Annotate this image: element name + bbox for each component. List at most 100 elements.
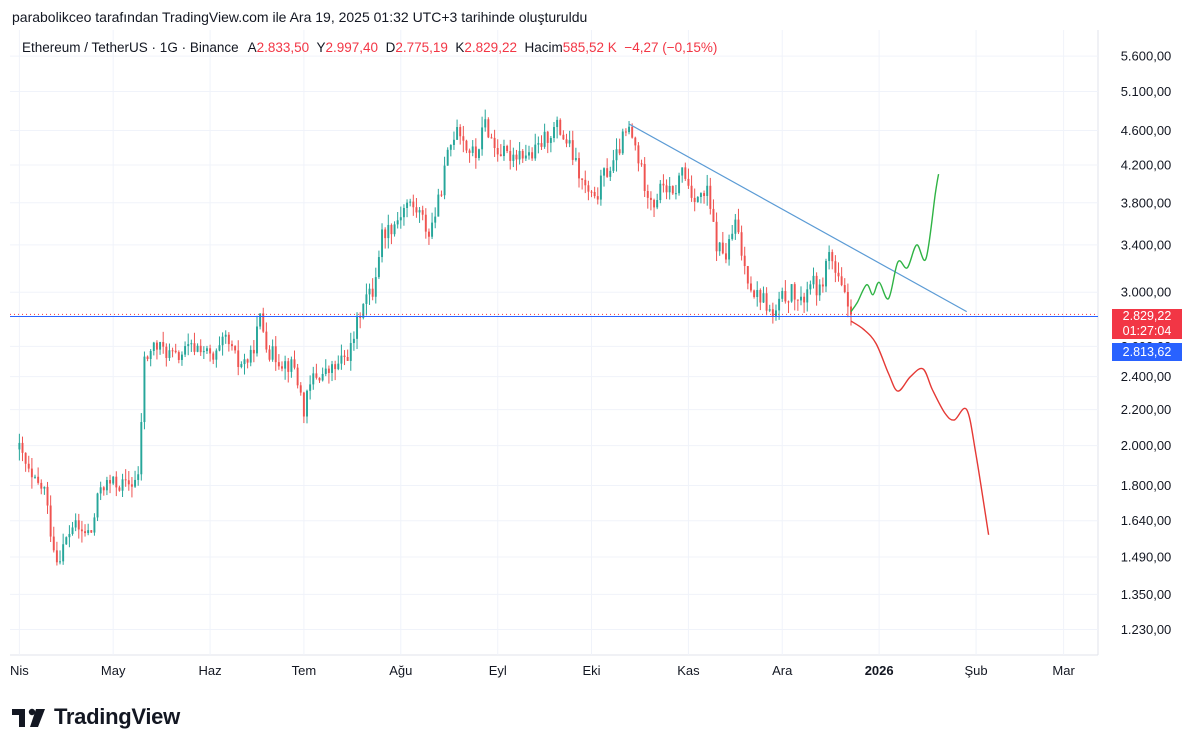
candle-body xyxy=(393,224,396,235)
candle-body xyxy=(609,170,612,177)
candle-body xyxy=(193,343,196,352)
candle-body xyxy=(396,220,399,225)
candle-body xyxy=(800,296,802,301)
candle-body xyxy=(43,486,46,489)
close-label: K xyxy=(455,40,465,55)
candle-body xyxy=(662,183,665,186)
candle-body xyxy=(584,179,587,186)
bearish-projection-path xyxy=(850,320,990,535)
candle-body xyxy=(168,350,171,358)
candle-body xyxy=(24,452,27,464)
candle-body xyxy=(312,373,315,385)
snapshot-caption: parabolikceo tarafından TradingView.com … xyxy=(12,9,588,25)
candle-body xyxy=(234,346,237,351)
candle-body xyxy=(653,199,656,208)
y-tick-label: 5.600,00 xyxy=(1121,49,1172,64)
candle-body xyxy=(674,193,677,195)
candle-body xyxy=(515,154,518,160)
candle-body xyxy=(96,493,99,518)
candle-body xyxy=(443,165,446,196)
candle-body xyxy=(202,351,205,353)
candle-body xyxy=(434,216,437,223)
candle-body xyxy=(743,255,746,267)
candle-body xyxy=(815,275,818,296)
candle-body xyxy=(334,364,337,370)
candle-body xyxy=(671,186,674,194)
candle-body xyxy=(371,288,374,297)
candle-body xyxy=(196,345,199,352)
candle-body xyxy=(837,272,840,277)
candle-body xyxy=(484,119,487,128)
candle-body xyxy=(52,536,55,551)
candle-body xyxy=(306,390,308,417)
y-tick-label: 5.100,00 xyxy=(1121,84,1172,99)
candle-body xyxy=(693,197,696,202)
countdown-value: 01:27:04 xyxy=(1122,324,1172,338)
change-value: −4,27 (−0,15%) xyxy=(624,40,718,55)
candle-body xyxy=(34,476,36,478)
candle-body xyxy=(471,146,474,153)
tradingview-brand[interactable]: TradingView xyxy=(12,704,180,730)
candle-body xyxy=(68,533,71,538)
candle-body xyxy=(762,293,765,303)
candle-body xyxy=(737,219,740,233)
candle-body xyxy=(821,284,824,287)
candle-body xyxy=(296,367,299,386)
candle-body xyxy=(109,480,112,484)
candle-body xyxy=(449,144,452,150)
candle-body xyxy=(834,261,837,273)
candle-body xyxy=(249,349,252,363)
candle-body xyxy=(581,178,584,180)
x-tick-label: Mar xyxy=(1052,663,1075,678)
candle-body xyxy=(65,537,68,545)
candle-body xyxy=(384,229,387,239)
candle-body xyxy=(127,480,130,485)
candle-body xyxy=(205,348,208,352)
candle-body xyxy=(618,149,621,154)
candle-body xyxy=(162,342,165,347)
candle-body xyxy=(537,143,540,145)
candle-body xyxy=(337,363,340,370)
candle-body xyxy=(199,345,202,353)
symbol-name[interactable]: Ethereum / TetherUS · 1G · Binance xyxy=(22,40,239,55)
candle-body xyxy=(268,349,271,360)
candle-body xyxy=(184,346,187,355)
candle-body xyxy=(368,288,371,295)
descending-trendline xyxy=(628,123,967,313)
candle-body xyxy=(524,155,527,159)
candle-series xyxy=(18,109,852,566)
candle-body xyxy=(440,194,443,196)
candle-body xyxy=(93,517,96,533)
candle-body xyxy=(493,137,496,149)
candle-body xyxy=(284,361,287,369)
candle-body xyxy=(115,476,118,488)
candle-body xyxy=(21,442,24,453)
candle-body xyxy=(290,359,293,372)
candle-body xyxy=(543,131,546,147)
candle-body xyxy=(418,210,421,213)
candle-body xyxy=(462,136,465,141)
x-tick-label: Ara xyxy=(772,663,793,678)
close-value: 2.829,22 xyxy=(464,40,517,55)
candle-body xyxy=(665,185,668,193)
candle-body xyxy=(746,266,749,284)
candle-body xyxy=(171,350,174,352)
candle-body xyxy=(452,139,455,145)
candle-body xyxy=(775,310,777,316)
candle-body xyxy=(59,561,61,563)
candle-body xyxy=(287,361,290,372)
candle-body xyxy=(165,346,168,358)
candle-body xyxy=(509,150,512,161)
candle-body xyxy=(696,196,699,202)
candle-body xyxy=(771,309,774,316)
candle-body xyxy=(643,163,646,191)
candle-body xyxy=(540,143,543,147)
y-tick-label: 1.800,00 xyxy=(1121,478,1172,493)
x-tick-label: Eki xyxy=(582,663,600,678)
x-tick-label: May xyxy=(101,663,126,678)
candle-body xyxy=(209,348,212,354)
candle-body xyxy=(490,137,493,139)
x-tick-label: Kas xyxy=(677,663,700,678)
candle-body xyxy=(634,137,637,146)
